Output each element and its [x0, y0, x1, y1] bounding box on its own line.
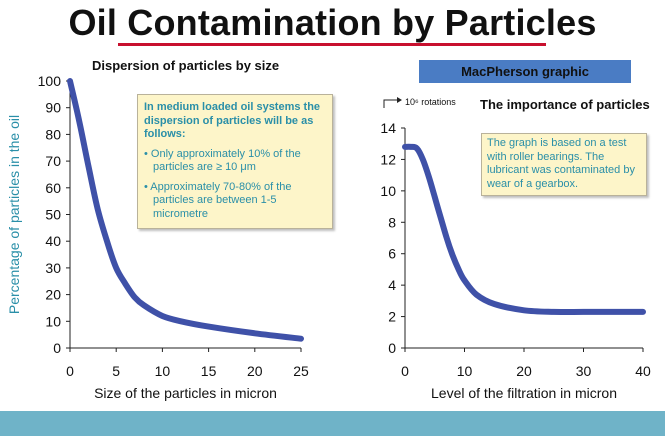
x-tick-label: 20 — [516, 363, 532, 379]
data-point — [78, 120, 80, 122]
y-tick-label: 100 — [38, 73, 62, 89]
x-tick-label: 15 — [201, 363, 217, 379]
note-left-item: • Only approximately 10% of the particle… — [144, 147, 301, 174]
data-point — [452, 254, 454, 256]
data-point — [464, 279, 465, 281]
title-underline — [118, 43, 546, 46]
data-point — [434, 196, 436, 198]
x-tick-label: 40 — [635, 363, 651, 379]
units-label: 10⁶ rotations — [405, 97, 456, 107]
units-arrowhead — [397, 97, 402, 103]
data-point — [254, 332, 256, 334]
x-tick-label: 10 — [155, 363, 171, 379]
series-line — [67, 78, 304, 342]
y-tick-label: 10 — [380, 183, 396, 199]
data-point — [475, 294, 477, 296]
y-tick-label: 4 — [388, 277, 396, 293]
y-tick-label: 40 — [45, 233, 61, 249]
x-axis-label: Size of the particles in micron — [94, 385, 277, 401]
data-point — [180, 320, 182, 322]
data-point — [208, 326, 210, 328]
y-tick-label: 2 — [388, 309, 396, 325]
x-tick-label: 10 — [457, 363, 473, 379]
note-left: In medium loaded oil systems the dispers… — [137, 94, 333, 229]
y-tick-label: 80 — [45, 126, 61, 142]
y-tick-label: 60 — [45, 180, 61, 196]
data-point — [161, 315, 163, 317]
y-tick-label: 0 — [53, 340, 61, 356]
data-point — [134, 296, 136, 298]
data-point — [410, 146, 412, 148]
data-point — [458, 268, 460, 270]
data-point — [583, 311, 584, 313]
x-tick-label: 25 — [293, 363, 309, 379]
y-tick-label: 30 — [45, 260, 61, 276]
data-point — [416, 147, 418, 149]
data-point — [143, 304, 145, 306]
chart-title-left: Dispersion of particles by size — [92, 58, 280, 73]
slide-title: Oil Contamination by Particles — [68, 2, 597, 43]
data-point — [69, 80, 71, 82]
data-point — [422, 158, 424, 160]
x-tick-label: 30 — [576, 363, 592, 379]
data-point — [440, 217, 442, 219]
x-tick-label: 20 — [247, 363, 263, 379]
y-tick-label: 12 — [380, 151, 396, 167]
data-point — [97, 208, 99, 210]
footer-bar — [0, 411, 665, 436]
data-point — [446, 237, 448, 239]
note-right-text: The graph is based on a test with roller… — [487, 137, 635, 190]
y-tick-label: 6 — [388, 246, 396, 262]
y-tick-label: 20 — [45, 287, 61, 303]
y-tick-label: 10 — [45, 313, 61, 329]
y-tick-label: 90 — [45, 100, 61, 116]
data-point — [115, 267, 117, 269]
data-point — [642, 311, 644, 313]
y-tick-label: 50 — [45, 207, 61, 223]
x-axis-label: Level of the filtration in micron — [431, 385, 617, 401]
macpherson-banner: MacPherson graphic — [419, 60, 631, 83]
units-arrow — [383, 99, 397, 108]
note-right: The graph is based on a test with roller… — [481, 133, 647, 196]
data-point — [300, 338, 302, 340]
chart-title-right: The importance of particles — [480, 97, 650, 112]
x-tick-label: 0 — [401, 363, 409, 379]
data-point — [612, 311, 614, 313]
data-point — [553, 311, 555, 313]
y-axis-label: Percentage of particles in the oil — [6, 115, 22, 314]
y-tick-label: 70 — [45, 153, 61, 169]
data-point — [87, 165, 89, 167]
data-point — [124, 283, 126, 285]
y-tick-label: 14 — [380, 120, 396, 136]
data-point — [404, 146, 406, 148]
note-left-item: • Approximately 70-80% of the particles … — [144, 180, 292, 220]
data-point — [493, 303, 495, 305]
series-line — [402, 143, 646, 315]
x-tick-label: 0 — [66, 363, 74, 379]
note-left-intro: In medium loaded oil systems the dispers… — [144, 101, 321, 140]
y-tick-label: 0 — [388, 340, 396, 356]
chart-left: 0 10 20 30 40 50 60 70 80 90 100 0 5 10 15 20 25 Size of … — [6, 73, 309, 401]
data-point — [106, 240, 108, 242]
data-point — [428, 176, 430, 178]
x-tick-label: 5 — [112, 363, 120, 379]
y-tick-label: 8 — [388, 214, 396, 230]
chart-right: 0 2 4 6 8 10 12 14 0 10 20 30 40 Level of the filtrat… — [380, 97, 651, 401]
data-point — [523, 309, 525, 311]
